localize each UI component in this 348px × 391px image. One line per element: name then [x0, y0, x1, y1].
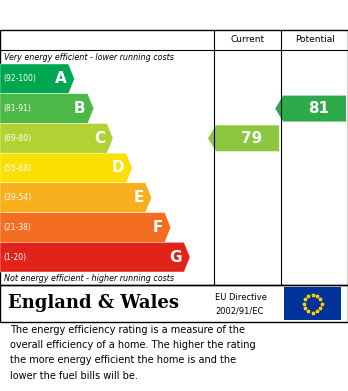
- Text: F: F: [152, 220, 163, 235]
- Text: (81-91): (81-91): [3, 104, 31, 113]
- Text: D: D: [112, 160, 124, 176]
- Text: England & Wales: England & Wales: [8, 294, 179, 312]
- Text: (21-38): (21-38): [3, 223, 31, 232]
- Text: (69-80): (69-80): [3, 134, 31, 143]
- Text: lower the fuel bills will be.: lower the fuel bills will be.: [10, 371, 138, 381]
- Polygon shape: [0, 64, 74, 94]
- Text: Very energy efficient - lower running costs: Very energy efficient - lower running co…: [4, 52, 174, 61]
- Text: B: B: [74, 101, 86, 116]
- Text: (39-54): (39-54): [3, 193, 31, 202]
- Polygon shape: [0, 94, 94, 124]
- Text: (92-100): (92-100): [3, 74, 36, 83]
- Polygon shape: [208, 125, 279, 151]
- Text: Potential: Potential: [295, 36, 334, 45]
- Text: 79: 79: [241, 131, 262, 146]
- Text: Not energy efficient - higher running costs: Not energy efficient - higher running co…: [4, 274, 174, 283]
- Text: overall efficiency of a home. The higher the rating: overall efficiency of a home. The higher…: [10, 340, 256, 350]
- Text: E: E: [133, 190, 143, 205]
- Polygon shape: [275, 95, 346, 122]
- Text: Current: Current: [230, 36, 265, 45]
- Text: the more energy efficient the home is and the: the more energy efficient the home is an…: [10, 355, 236, 365]
- Polygon shape: [0, 242, 190, 272]
- Text: A: A: [55, 71, 66, 86]
- Polygon shape: [0, 153, 132, 183]
- Text: (55-68): (55-68): [3, 163, 31, 172]
- Text: 2002/91/EC: 2002/91/EC: [215, 307, 263, 316]
- Bar: [284, 287, 341, 320]
- Text: The energy efficiency rating is a measure of the: The energy efficiency rating is a measur…: [10, 325, 245, 335]
- Text: Energy Efficiency Rating: Energy Efficiency Rating: [9, 7, 211, 23]
- Text: G: G: [169, 249, 182, 265]
- Text: EU Directive: EU Directive: [215, 293, 267, 302]
- Polygon shape: [0, 124, 113, 153]
- Text: 81: 81: [308, 101, 329, 116]
- Text: (1-20): (1-20): [3, 253, 26, 262]
- Text: C: C: [94, 131, 105, 146]
- Polygon shape: [0, 183, 151, 213]
- Polygon shape: [0, 213, 171, 242]
